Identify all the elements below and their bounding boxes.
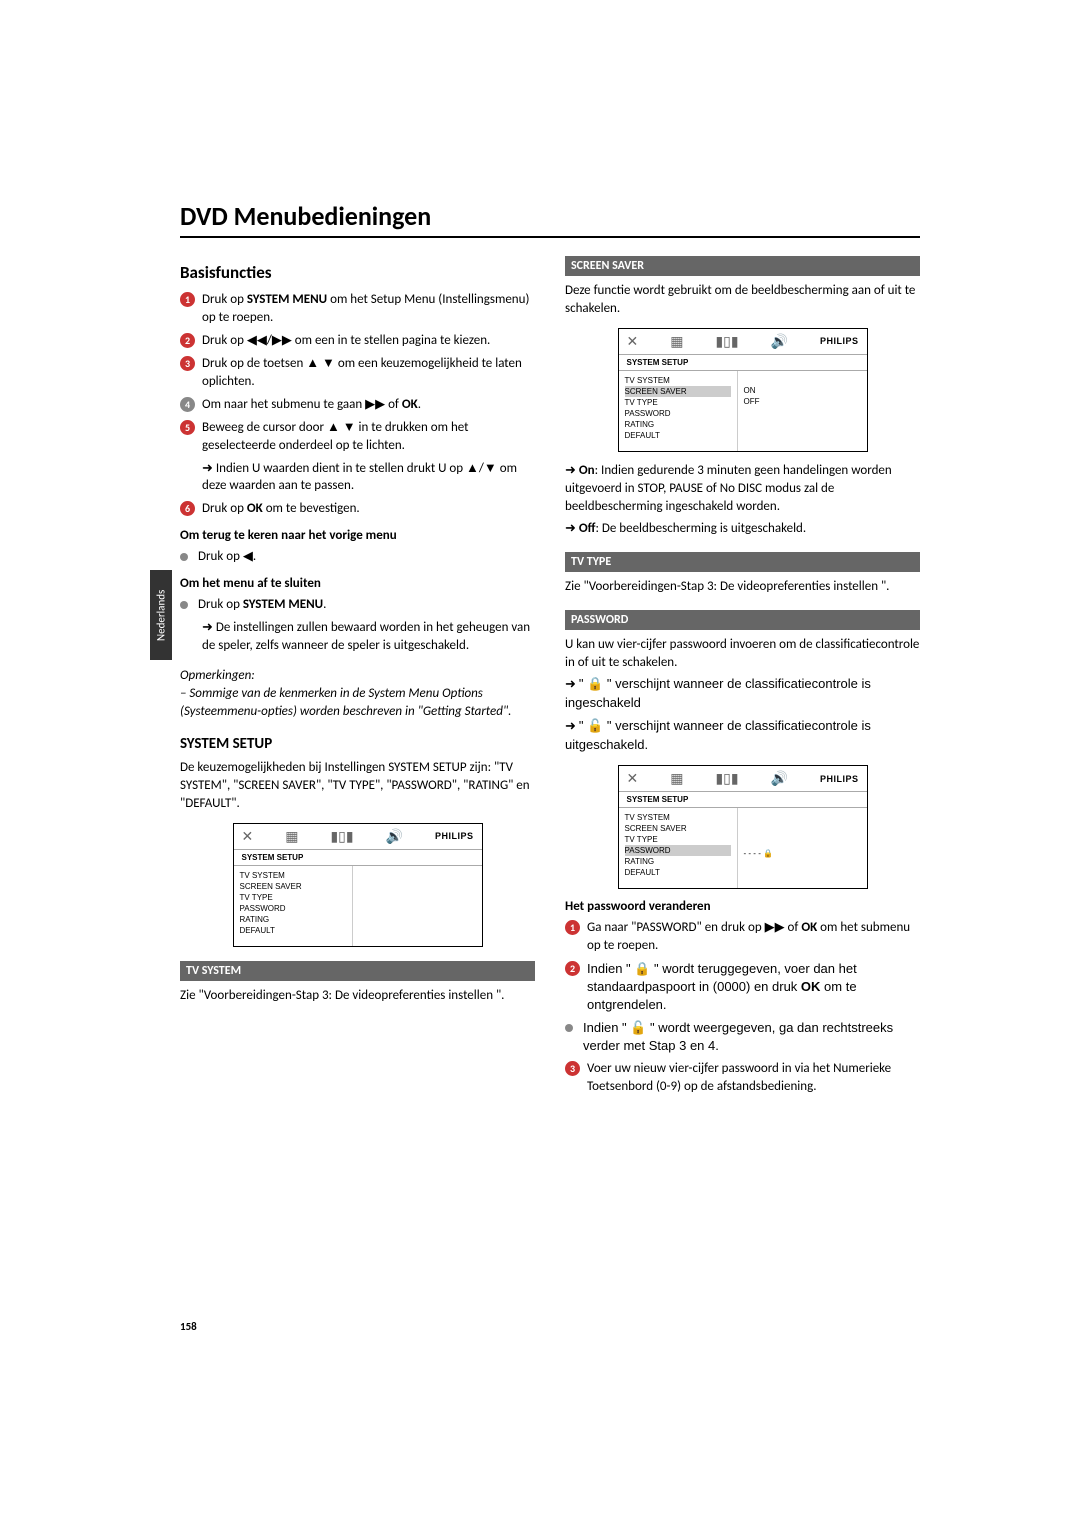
speaker-icon: 🔊: [771, 333, 788, 350]
osd-option: ON: [744, 385, 861, 396]
osd-menu-item-selected: PASSWORD: [625, 845, 731, 856]
eq-icon: ▮▯▮: [330, 828, 353, 845]
osd-password: ✕ ▦ ▮▯▮ 🔊 PHILIPS SYSTEM SETUP TV SYSTEM…: [618, 765, 868, 889]
osd-menu-item: RATING: [625, 419, 731, 430]
osd-menu: TV SYSTEM SCREEN SAVER TV TYPE PASSWORD …: [234, 866, 353, 946]
step-text: Beweeg de cursor door ▲ ▼ in te drukken …: [202, 419, 535, 455]
bullet-icon: [565, 1024, 573, 1032]
step-badge-1: 1: [565, 920, 580, 935]
tvtype-bar: TV TYPE: [565, 552, 920, 572]
notes-text: – Sommige van de kenmerken in de System …: [180, 686, 511, 719]
osd-menu-item: DEFAULT: [625, 867, 731, 878]
step-badge-2: 2: [565, 961, 580, 976]
speaker-icon: 🔊: [386, 828, 403, 845]
basis-heading: Basisfuncties: [180, 262, 535, 283]
step-text: Druk op OK om te bevestigen.: [202, 500, 360, 518]
system-setup-heading: SYSTEM SETUP: [180, 735, 535, 753]
close-heading: Om het menu af te sluiten: [180, 576, 535, 591]
speaker-icon: 🔊: [771, 770, 788, 787]
pw-off: ➜ " 🔓 " verschijnt wanneer de classifica…: [565, 717, 920, 755]
grid-icon: ▦: [670, 333, 683, 350]
osd-title: SYSTEM SETUP: [234, 850, 482, 866]
step-badge-3: 3: [565, 1061, 580, 1076]
osd-menu: TV SYSTEM SCREEN SAVER TV TYPE PASSWORD …: [619, 808, 738, 888]
step-badge-4: 4: [180, 397, 195, 412]
pw-step2: Indien " 🔒 " wordt teruggegeven, voer da…: [587, 960, 920, 1014]
grid-icon: ▦: [670, 770, 683, 787]
screensaver-text: Deze functie wordt gebruikt om de beeldb…: [565, 282, 920, 318]
step-5-sub: Indien U waarden dient in te stellen dru…: [202, 460, 535, 496]
eq-icon: ▮▯▮: [715, 770, 738, 787]
osd-title: SYSTEM SETUP: [619, 355, 867, 371]
osd-menu-item: TV TYPE: [625, 834, 731, 845]
page-title: DVD Menubedieningen: [180, 200, 920, 238]
osd-menu-item: RATING: [625, 856, 731, 867]
left-column: Basisfuncties 1 Druk op SYSTEM MENU om he…: [180, 256, 535, 1101]
language-sidetab: Nederlands: [150, 570, 172, 660]
osd-menu-item: DEFAULT: [625, 430, 731, 441]
step-badge-5: 5: [180, 420, 195, 435]
screensaver-bar: SCREEN SAVER: [565, 256, 920, 276]
tv-system-text: Zie "Voorbereidingen-Stap 3: De videopre…: [180, 987, 535, 1005]
osd-menu-item: DEFAULT: [240, 925, 346, 936]
notes-label: Opmerkingen:: [180, 668, 255, 683]
pw-step1: Ga naar "PASSWORD" en druk op ▶▶ of OK o…: [587, 919, 920, 955]
bullet-icon: [180, 601, 188, 609]
pw-step3: Voer uw nieuw vier-cijfer passwoord in v…: [587, 1060, 920, 1096]
osd-menu-item: SCREEN SAVER: [240, 881, 346, 892]
osd-menu-item: TV TYPE: [625, 397, 731, 408]
step-badge-6: 6: [180, 501, 195, 516]
osd-menu-item: PASSWORD: [625, 408, 731, 419]
page-number: 158: [180, 1320, 197, 1333]
basis-steps: 1 Druk op SYSTEM MENU om het Setup Menu (…: [180, 291, 535, 518]
step-text: Om naar het submenu te gaan ▶▶ of OK.: [202, 396, 421, 414]
osd-menu-item: TV SYSTEM: [240, 870, 346, 881]
pw-on: ➜ " 🔒 " verschijnt wanneer de classifica…: [565, 675, 920, 713]
osd-screensaver: ✕ ▦ ▮▯▮ 🔊 PHILIPS SYSTEM SETUP TV SYSTEM…: [618, 328, 868, 452]
step-badge-3: 3: [180, 356, 195, 371]
password-bar: PASSWORD: [565, 610, 920, 630]
tools-icon: ✕: [627, 333, 639, 350]
osd-option: OFF: [744, 396, 861, 407]
pw-step2b: Indien " 🔓 " wordt weergegeven, ga dan r…: [583, 1019, 920, 1055]
tv-system-bar: TV SYSTEM: [180, 961, 535, 981]
back-text: Druk op ◀.: [198, 548, 256, 566]
osd-brand: PHILIPS: [435, 831, 474, 841]
ss-off-text: ➜ Off: De beeldbescherming is uitgeschak…: [565, 520, 920, 538]
close-text: Druk op SYSTEM MENU.: [198, 596, 326, 614]
ss-on-text: ➜ On: Indien gedurende 3 minuten geen ha…: [565, 462, 920, 516]
osd-menu-item: TV SYSTEM: [625, 375, 731, 386]
right-column: SCREEN SAVER Deze functie wordt gebruikt…: [565, 256, 920, 1101]
step-text: Druk op de toetsen ▲ ▼ om een keuzemogel…: [202, 355, 535, 391]
tools-icon: ✕: [627, 770, 639, 787]
osd-pw-value: - - - - 🔒: [744, 848, 861, 859]
osd-menu-item: TV TYPE: [240, 892, 346, 903]
tools-icon: ✕: [242, 828, 254, 845]
osd-title: SYSTEM SETUP: [619, 792, 867, 808]
close-sub: De instellingen zullen bewaard worden in…: [202, 619, 535, 655]
step-badge-2: 2: [180, 333, 195, 348]
step-text: Druk op SYSTEM MENU om het Setup Menu (I…: [202, 291, 535, 327]
password-text: U kan uw vier-cijfer passwoord invoeren …: [565, 636, 920, 672]
osd-menu-item: TV SYSTEM: [625, 812, 731, 823]
osd-menu-item-selected: SCREEN SAVER: [625, 386, 731, 397]
bullet-icon: [180, 553, 188, 561]
osd-system-setup: ✕ ▦ ▮▯▮ 🔊 PHILIPS SYSTEM SETUP TV SYSTEM…: [233, 823, 483, 947]
system-setup-text: De keuzemogelijkheden bij Instellingen S…: [180, 759, 535, 813]
osd-menu-item: SCREEN SAVER: [625, 823, 731, 834]
tvtype-text: Zie "Voorbereidingen-Stap 3: De videopre…: [565, 578, 920, 596]
eq-icon: ▮▯▮: [715, 333, 738, 350]
pw-change-heading: Het passwoord veranderen: [565, 899, 920, 914]
step-text: Druk op ◀◀/▶▶ om een in te stellen pagin…: [202, 332, 490, 350]
osd-brand: PHILIPS: [820, 774, 859, 784]
osd-menu: TV SYSTEM SCREEN SAVER TV TYPE PASSWORD …: [619, 371, 738, 451]
osd-menu-item: PASSWORD: [240, 903, 346, 914]
step-badge-1: 1: [180, 292, 195, 307]
osd-menu-item: RATING: [240, 914, 346, 925]
back-heading: Om terug te keren naar het vorige menu: [180, 528, 535, 543]
grid-icon: ▦: [285, 828, 298, 845]
osd-brand: PHILIPS: [820, 336, 859, 346]
